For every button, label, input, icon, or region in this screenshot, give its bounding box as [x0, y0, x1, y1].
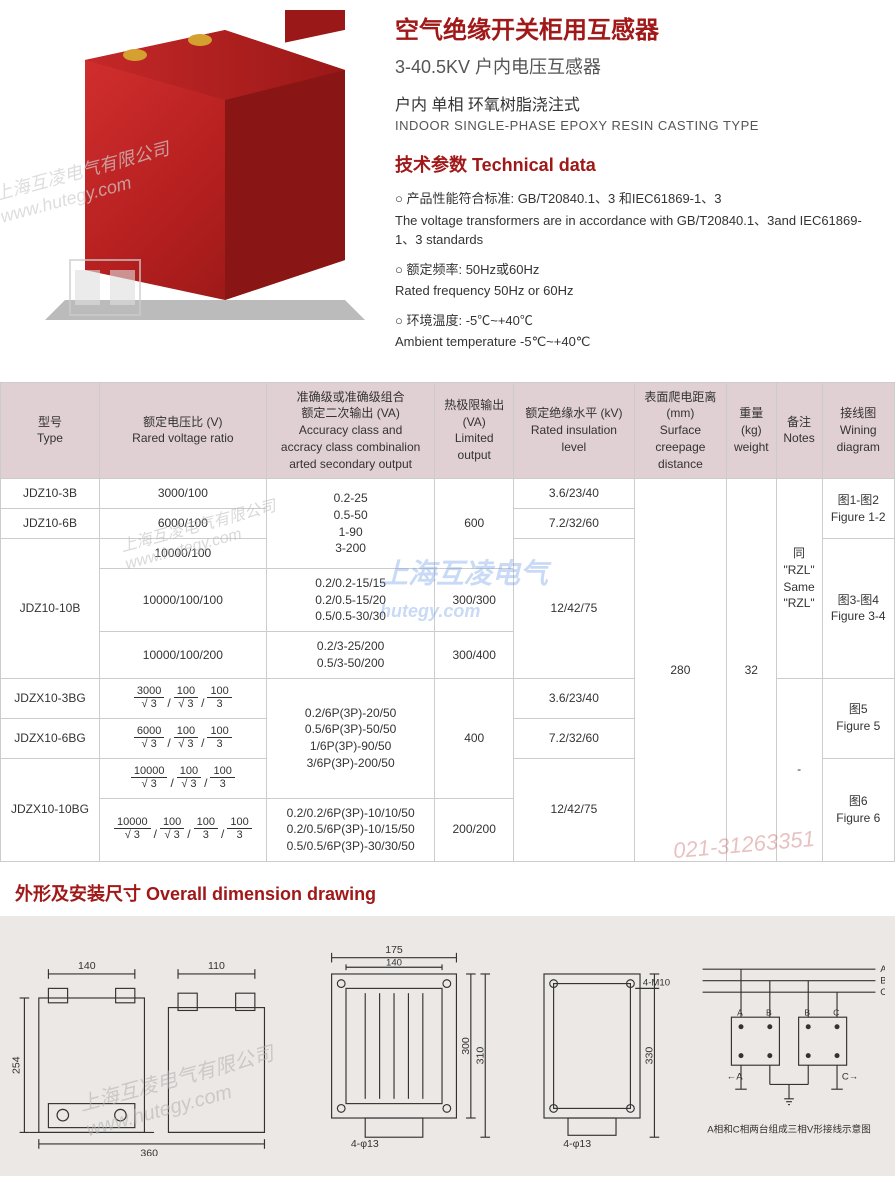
ratio-frac-cell: 10000√ 3/100√ 3/1003 — [99, 758, 266, 798]
th-creepage: 表面爬电距离(mm)Surfacecreepagedistance — [634, 382, 726, 479]
svg-text:C: C — [833, 1007, 839, 1017]
drawing-front: 140 110 254 360 — [10, 936, 288, 1156]
table-body: JDZ10-3B 3000/100 0.2-250.5-501-903-200 … — [1, 479, 895, 861]
product-image: 上海互凌电气有限公司 www.hutegy.com — [15, 10, 375, 340]
spec-3: 环境温度: -5℃~+40℃ Ambient temperature -5℃~+… — [395, 311, 880, 352]
th-insulation: 额定绝缘水平 (kV)Rated insulationlevel — [513, 382, 634, 479]
title-main: 空气绝缘开关柜用互感器 — [395, 10, 880, 45]
svg-text:254: 254 — [11, 1056, 23, 1074]
svg-text:360: 360 — [140, 1147, 158, 1156]
svg-text:4-φ13: 4-φ13 — [563, 1138, 591, 1150]
svg-text:4-φ13: 4-φ13 — [351, 1138, 379, 1150]
subtitle-type-cn: 户内 单相 环氧树脂浇注式 — [395, 91, 880, 115]
svg-text:←A: ←A — [727, 1072, 744, 1083]
th-wiring: 接线图Winingdiagram — [822, 382, 895, 479]
th-type: 型号Type — [1, 382, 100, 479]
th-limited: 热极限输出(VA)Limitedoutput — [435, 382, 513, 479]
dimension-header: 外形及安装尺寸 Overall dimension drawing — [0, 862, 895, 916]
svg-text:C→: C→ — [842, 1072, 859, 1083]
svg-text:330: 330 — [643, 1047, 655, 1065]
svg-text:175: 175 — [386, 944, 404, 956]
svg-text:110: 110 — [208, 960, 225, 972]
svg-text:B: B — [880, 976, 885, 987]
product-info: 空气绝缘开关柜用互感器 3-40.5KV 户内电压互感器 户内 单相 环氧树脂浇… — [395, 10, 880, 362]
svg-text:B: B — [766, 1007, 772, 1017]
top-section: 上海互凌电气有限公司 www.hutegy.com 空气绝缘开关柜用互感器 3-… — [0, 0, 895, 382]
drawing-side: 4-M10 330 4-φ13 — [520, 936, 683, 1156]
spec-table: 型号Type 额定电压比 (V)Rared voltage ratio 准确级或… — [0, 382, 895, 862]
dimension-section: 140 110 254 360 175 140 300 310 — [0, 916, 895, 1176]
subtitle-type-en: INDOOR SINGLE-PHASE EPOXY RESIN CASTING … — [395, 118, 880, 133]
spec-table-wrap: 型号Type 额定电压比 (V)Rared voltage ratio 准确级或… — [0, 382, 895, 862]
spec-2: 额定频率: 50Hz或60Hz Rated frequency 50Hz or … — [395, 260, 880, 301]
svg-text:C: C — [880, 987, 885, 998]
th-notes: 备注Notes — [776, 382, 822, 479]
svg-text:A: A — [737, 1007, 743, 1017]
svg-text:140: 140 — [78, 960, 96, 972]
svg-text:300: 300 — [460, 1037, 472, 1055]
subtitle-range: 3-40.5KV 户内电压互感器 — [395, 53, 880, 79]
dimension-drawings: 140 110 254 360 175 140 300 310 — [10, 936, 885, 1156]
ratio-frac-cell: 3000√ 3/100√ 3/1003 — [99, 678, 266, 718]
drawing-circuit: A B C AB BC ←A C→ A相和C相两台组成三相V形接线示意图 — [693, 936, 885, 1156]
spec-1: 产品性能符合标准: GB/T20840.1、3 和IEC61869-1、3 Th… — [395, 189, 880, 250]
ratio-frac-cell: 10000√ 3/100√ 3/1003/1003 — [99, 798, 266, 861]
th-weight: 重量(kg)weight — [726, 382, 776, 479]
svg-text:A相和C相两台组成三相V形接线示意图: A相和C相两台组成三相V形接线示意图 — [707, 1123, 871, 1135]
svg-text:A: A — [880, 964, 885, 975]
svg-text:140: 140 — [386, 957, 402, 968]
th-ratio: 额定电压比 (V)Rared voltage ratio — [99, 382, 266, 479]
svg-text:310: 310 — [475, 1047, 487, 1065]
table-row: JDZ10-3B 3000/100 0.2-250.5-501-903-200 … — [1, 479, 895, 509]
drawing-top: 175 140 300 310 4-φ13 — [298, 936, 509, 1156]
svg-text:4-M10: 4-M10 — [643, 977, 670, 988]
th-accuracy: 准确级或准确级组合额定二次输出 (VA)Accuracy class andac… — [266, 382, 435, 479]
svg-text:B: B — [804, 1007, 810, 1017]
tech-header: 技术参数 Technical data — [395, 151, 880, 177]
ratio-frac-cell: 6000√ 3/100√ 3/1003 — [99, 718, 266, 758]
